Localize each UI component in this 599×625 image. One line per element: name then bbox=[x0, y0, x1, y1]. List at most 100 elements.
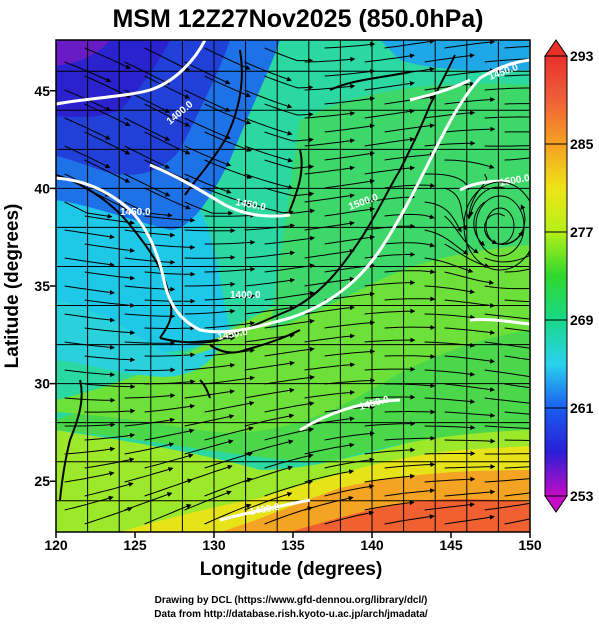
streamline bbox=[444, 383, 496, 392]
chart-title: MSM 12Z27Nov2025 (850.0hPa) bbox=[112, 5, 483, 33]
streamline bbox=[244, 117, 293, 136]
streamline bbox=[204, 348, 256, 357]
streamline bbox=[144, 325, 196, 331]
streamline bbox=[384, 296, 436, 302]
streamline bbox=[144, 75, 191, 99]
streamline bbox=[124, 467, 174, 483]
x-tick-label: 145 bbox=[439, 537, 463, 553]
streamline bbox=[364, 394, 416, 400]
streamline bbox=[204, 266, 256, 273]
streamline bbox=[324, 178, 375, 189]
x-tick-label: 130 bbox=[202, 537, 226, 553]
streamline bbox=[264, 263, 315, 273]
streamline bbox=[84, 482, 134, 497]
streamline bbox=[364, 137, 415, 147]
colorbar-tick-label: 253 bbox=[570, 488, 594, 504]
streamline bbox=[424, 476, 476, 483]
streamline bbox=[184, 254, 236, 260]
streamline bbox=[304, 333, 356, 343]
streamline bbox=[84, 243, 135, 253]
credit-drawing: Drawing by DCL (https://www.gfd-dennou.o… bbox=[155, 595, 428, 606]
streamline bbox=[144, 428, 195, 441]
streamline bbox=[384, 324, 436, 330]
streamline bbox=[484, 453, 530, 455]
streamline bbox=[384, 409, 436, 415]
streamline bbox=[444, 438, 496, 444]
streamline bbox=[84, 75, 131, 98]
streamline bbox=[124, 117, 171, 141]
streamline bbox=[444, 355, 496, 364]
streamline bbox=[244, 173, 294, 190]
streamline bbox=[444, 411, 496, 418]
streamline bbox=[144, 103, 191, 127]
streamline bbox=[184, 281, 236, 287]
streamline bbox=[64, 145, 111, 169]
streamline bbox=[64, 201, 113, 219]
streamline bbox=[304, 390, 356, 399]
streamline bbox=[144, 47, 191, 71]
streamline bbox=[424, 257, 474, 273]
streamline bbox=[424, 502, 476, 511]
colorbar-tick-label: 285 bbox=[570, 136, 594, 152]
streamline bbox=[364, 337, 416, 343]
streamline bbox=[84, 215, 135, 226]
streamline bbox=[124, 313, 176, 319]
streamline bbox=[304, 248, 355, 259]
streamline bbox=[204, 103, 252, 125]
x-tick-label: 120 bbox=[44, 537, 68, 553]
streamline bbox=[64, 397, 116, 403]
streamline bbox=[204, 503, 252, 525]
streamline bbox=[264, 47, 314, 63]
streamline bbox=[184, 308, 236, 315]
x-tick-label: 140 bbox=[360, 537, 384, 553]
streamline bbox=[144, 352, 196, 358]
streamline bbox=[424, 451, 476, 456]
streamline bbox=[264, 346, 315, 357]
streamline bbox=[264, 291, 315, 301]
streamline bbox=[324, 151, 375, 161]
streamline bbox=[444, 299, 496, 308]
streamline bbox=[364, 421, 416, 427]
streamline bbox=[484, 313, 530, 322]
streamline bbox=[244, 413, 295, 427]
streamline bbox=[384, 94, 435, 105]
streamline bbox=[184, 145, 232, 167]
streamline bbox=[64, 341, 116, 350]
streamline bbox=[184, 89, 231, 112]
colorbar-tick-label: 269 bbox=[570, 312, 594, 328]
streamline bbox=[124, 442, 175, 455]
streamline bbox=[204, 159, 253, 179]
streamline bbox=[84, 408, 136, 414]
streamline bbox=[384, 353, 436, 359]
streamline bbox=[64, 471, 115, 483]
streamline bbox=[324, 349, 376, 357]
streamline bbox=[324, 320, 376, 329]
streamline bbox=[144, 403, 196, 413]
streamline bbox=[264, 159, 315, 170]
streamline bbox=[204, 47, 251, 70]
colorbar-tick-label: 261 bbox=[570, 400, 594, 416]
streamline bbox=[64, 369, 116, 378]
x-tick-label: 135 bbox=[281, 537, 305, 553]
streamline bbox=[468, 186, 505, 217]
streamline bbox=[144, 215, 196, 223]
streamline bbox=[304, 469, 355, 483]
streamline bbox=[244, 305, 295, 315]
streamline bbox=[364, 251, 416, 259]
streamline bbox=[144, 453, 194, 469]
height-contours bbox=[56, 40, 530, 522]
streamline bbox=[364, 473, 416, 483]
streamline bbox=[324, 510, 375, 525]
streamline bbox=[244, 145, 294, 163]
streamline bbox=[304, 305, 355, 315]
streamline bbox=[364, 280, 416, 287]
streamline bbox=[144, 187, 191, 210]
contour-label: 1400.0 bbox=[249, 502, 281, 518]
streamline bbox=[244, 491, 293, 511]
streamline bbox=[324, 431, 375, 441]
streamline bbox=[124, 61, 171, 85]
streamline bbox=[424, 140, 476, 147]
contour-label: 1450.0 bbox=[217, 327, 249, 343]
streamline bbox=[324, 41, 376, 49]
